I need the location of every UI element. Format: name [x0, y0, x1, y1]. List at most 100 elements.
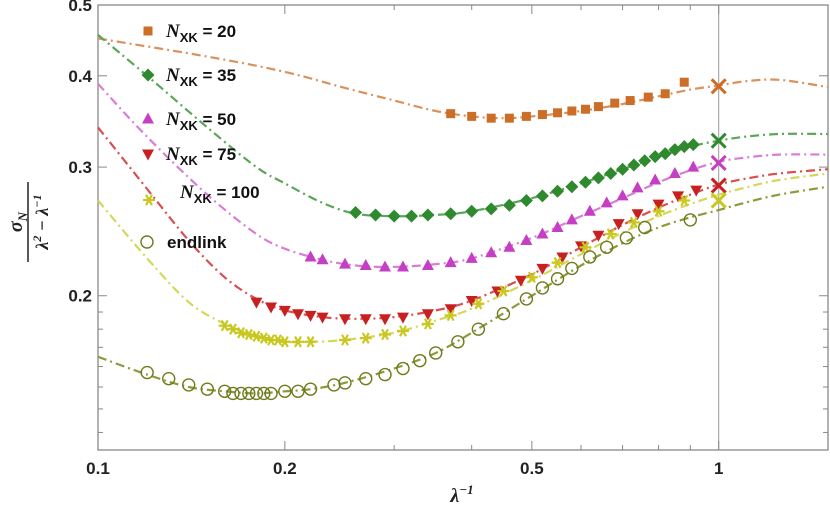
data-point: [551, 220, 564, 232]
data-point: [648, 150, 662, 164]
data-point: [536, 227, 549, 239]
y-axis-denominator: λ2 − λ−1: [30, 194, 52, 250]
data-point: [387, 209, 401, 223]
data-point: [565, 213, 578, 225]
data-point: [679, 77, 689, 87]
data-point: [677, 140, 691, 154]
data-point: [444, 256, 457, 268]
data-point: [250, 297, 263, 309]
data-point: [599, 240, 614, 254]
data-point: [486, 113, 496, 123]
data-point: [405, 209, 419, 223]
data-point: [444, 207, 458, 221]
data-point: [446, 109, 456, 119]
data-point: [421, 259, 434, 271]
data-point: [604, 166, 618, 180]
data-point: [217, 384, 232, 398]
data-point: [687, 160, 700, 172]
data-point: [537, 110, 547, 120]
data-point: [235, 326, 248, 339]
data-point: [551, 256, 564, 269]
data-point: [619, 231, 634, 245]
end-point-marker: [710, 177, 727, 194]
data-point: [359, 332, 372, 344]
data-point: [503, 240, 516, 252]
data-point: [600, 196, 613, 208]
data-point: [631, 181, 644, 193]
data-point: [304, 250, 317, 262]
data-point: [421, 309, 434, 321]
data-point: [339, 257, 352, 269]
data-point: [316, 253, 329, 265]
fit-line: [97, 126, 829, 320]
data-point: [465, 204, 479, 218]
legend-entry: endlink: [167, 233, 227, 252]
data-point: [226, 386, 240, 401]
data-point: [551, 184, 565, 198]
data-point: [429, 346, 443, 360]
legend: NXK = 20 NXK = 35 NXK = 50 NXK = 75 NXK = 10…: [140, 21, 260, 252]
data-point: [491, 286, 504, 298]
data-point: [535, 189, 549, 203]
data-point: [593, 102, 603, 112]
data-point: [467, 111, 477, 121]
data-point: [250, 330, 263, 343]
data-point: [592, 230, 605, 242]
data-point: [465, 251, 478, 263]
y-tick-label: 0.3: [68, 158, 92, 177]
data-point: [660, 89, 670, 99]
data-point: [291, 384, 305, 398]
y-tick-label: 0.4: [68, 67, 92, 86]
data-point: [338, 376, 352, 390]
x-tick-label: 1: [714, 459, 723, 478]
data-point: [349, 205, 363, 219]
data-point: [278, 384, 292, 398]
data-point: [627, 158, 641, 172]
data-point: [444, 309, 457, 322]
data-point: [578, 175, 592, 189]
data-point: [369, 208, 383, 222]
x-axis-exponent: −1: [459, 482, 473, 497]
data-point: [292, 309, 305, 321]
legend-marker: [142, 112, 154, 124]
data-point: [550, 272, 565, 286]
data-point: [686, 138, 700, 152]
data-point: [565, 180, 579, 194]
data-point: [304, 310, 317, 322]
data-point: [234, 386, 248, 401]
y-axis-label: σN λ2 − λ−1: [5, 182, 52, 262]
data-point: [643, 92, 653, 102]
end-point-marker: [710, 192, 727, 209]
data-point: [583, 204, 596, 216]
data-point: [396, 325, 409, 337]
x-tick-label: 0.1: [86, 459, 110, 478]
x-axis-label: λ−1: [449, 482, 473, 507]
y-axis-numerator: σN: [5, 211, 30, 232]
x-tick-label: 0.2: [273, 459, 297, 478]
legend-marker: [142, 149, 154, 161]
end-point-marker: [710, 132, 727, 149]
legend-entry: NXK = 50: [165, 109, 236, 133]
data-point: [242, 328, 255, 341]
data-point: [652, 199, 665, 211]
data-point: [200, 382, 214, 396]
data-point: [668, 166, 681, 178]
data-point: [616, 162, 630, 176]
data-point: [257, 386, 271, 401]
data-point: [638, 220, 652, 235]
data-point: [444, 304, 457, 316]
data-point: [525, 271, 538, 284]
legend-marker: [141, 68, 155, 82]
legend-entry: NXK = 75: [165, 144, 236, 168]
axis-ticks: 0.1 0.2 0.5 1 0.2 0.3 0.4 0.5: [68, 0, 829, 478]
data-point: [472, 298, 485, 310]
data-point: [471, 322, 486, 336]
data-point: [162, 371, 176, 386]
data-point: [249, 386, 264, 401]
data-point: [303, 382, 318, 396]
legend-marker: [143, 194, 155, 206]
data-point: [396, 361, 410, 376]
data-point: [264, 386, 278, 401]
data-point: [413, 353, 427, 368]
data-point: [421, 208, 435, 222]
